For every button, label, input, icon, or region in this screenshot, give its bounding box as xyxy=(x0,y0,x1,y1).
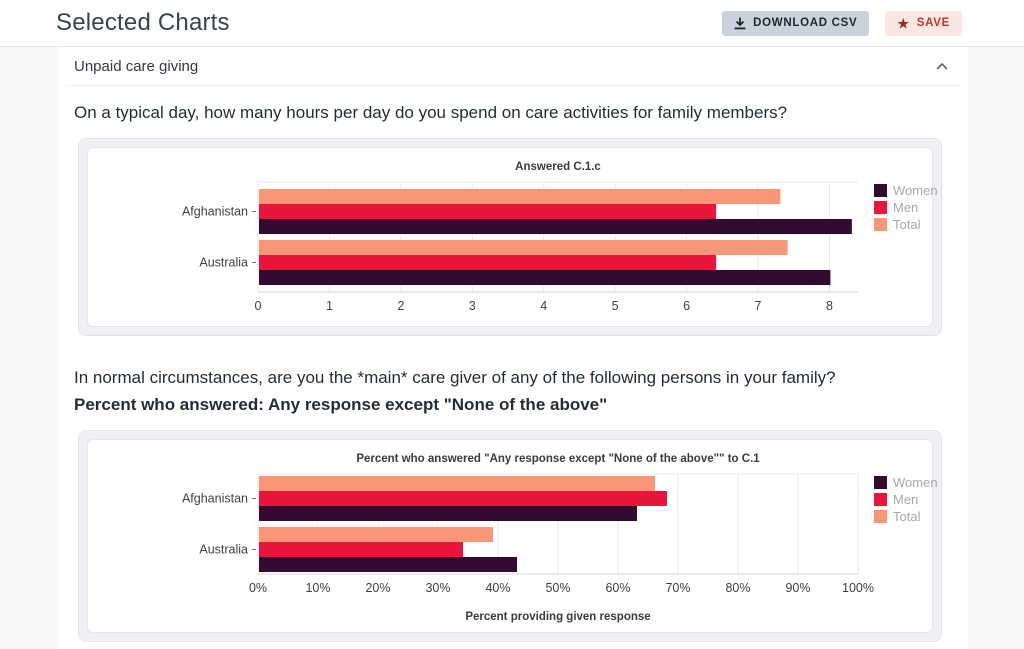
svg-text:5: 5 xyxy=(612,299,619,313)
svg-text:7: 7 xyxy=(755,299,762,313)
svg-text:70%: 70% xyxy=(665,581,690,595)
header-actions: DOWNLOAD CSV ★ SAVE xyxy=(722,10,962,36)
chart-card: 0% 10% 20% 30% 40% 50% 60% 70% 80% 90% 100% Percent… xyxy=(87,439,938,633)
svg-text:60%: 60% xyxy=(605,581,630,595)
svg-text:Australia: Australia xyxy=(199,543,248,557)
page-title: Selected Charts xyxy=(56,9,230,36)
download-csv-button[interactable]: DOWNLOAD CSV xyxy=(722,10,870,36)
save-button[interactable]: ★ SAVE xyxy=(885,10,962,36)
question-text: On a typical day, how many hours per day… xyxy=(74,103,788,122)
svg-text:30%: 30% xyxy=(425,581,450,595)
question-block-1: On a typical day, how many hours per day… xyxy=(66,101,960,336)
svg-text:8: 8 xyxy=(826,299,833,313)
svg-text:1: 1 xyxy=(326,299,333,313)
chart-panel: 0% 10% 20% 30% 40% 50% 60% 70% 80% 90% 100% Percent… xyxy=(78,430,942,642)
svg-text:90%: 90% xyxy=(785,581,810,595)
svg-text:10%: 10% xyxy=(305,581,330,595)
selected-charts-card: Unpaid care giving On a typical day, how… xyxy=(58,47,968,649)
svg-text:Answered C.1.c: Answered C.1.c xyxy=(515,161,601,173)
svg-text:100%: 100% xyxy=(842,581,874,595)
svg-text:Women: Women xyxy=(893,475,938,490)
grouped-bar-chart-care-hours[interactable]: 0 1 2 3 4 5 6 7 8 Answered C.1.c Afghanistan Austra… xyxy=(90,152,938,324)
accordion-header-unpaid-care-giving[interactable]: Unpaid care giving xyxy=(66,47,960,86)
grouped-bar-chart-main-care-giver[interactable]: 0% 10% 20% 30% 40% 50% 60% 70% 80% 90% 100% Percent… xyxy=(90,444,938,630)
svg-text:40%: 40% xyxy=(485,581,510,595)
page-background: Unpaid care giving On a typical day, how… xyxy=(0,47,1024,649)
svg-text:0: 0 xyxy=(255,299,262,313)
svg-text:2: 2 xyxy=(397,299,404,313)
svg-text:Percent providing given respon: Percent providing given response xyxy=(465,611,650,623)
chart-panel: 0 1 2 3 4 5 6 7 8 Answered C.1.c Afghanistan Austra… xyxy=(78,138,942,336)
svg-text:80%: 80% xyxy=(725,581,750,595)
chart-card: 0 1 2 3 4 5 6 7 8 Answered C.1.c Afghanistan Austra… xyxy=(87,147,938,327)
svg-text:Men: Men xyxy=(893,200,918,215)
question-block-2: In normal circumstances, are you the *ma… xyxy=(66,366,960,642)
svg-text:Total: Total xyxy=(893,509,921,524)
app-header: Selected Charts DOWNLOAD CSV ★ SAVE xyxy=(0,0,1024,47)
svg-text:Men: Men xyxy=(893,492,918,507)
chevron-up-icon xyxy=(936,63,948,70)
download-icon xyxy=(734,17,746,30)
svg-text:50%: 50% xyxy=(545,581,570,595)
svg-text:Australia: Australia xyxy=(199,256,248,270)
svg-text:3: 3 xyxy=(469,299,476,313)
svg-text:Afghanistan: Afghanistan xyxy=(182,492,248,506)
svg-text:0%: 0% xyxy=(249,581,267,595)
svg-text:Total: Total xyxy=(893,217,921,232)
svg-text:4: 4 xyxy=(540,299,547,313)
svg-text:20%: 20% xyxy=(365,581,390,595)
star-icon: ★ xyxy=(897,15,910,31)
svg-text:Percent who answered "Any resp: Percent who answered "Any response excep… xyxy=(356,453,760,465)
question-text: In normal circumstances, are you the *ma… xyxy=(74,368,836,387)
save-label: SAVE xyxy=(916,17,950,29)
svg-text:6: 6 xyxy=(683,299,690,313)
question-subtitle: Percent who answered: Any response excep… xyxy=(74,395,608,414)
accordion-title: Unpaid care giving xyxy=(74,58,199,75)
svg-text:Afghanistan: Afghanistan xyxy=(182,205,248,219)
download-csv-label: DOWNLOAD CSV xyxy=(753,17,858,29)
svg-text:Women: Women xyxy=(893,183,938,198)
